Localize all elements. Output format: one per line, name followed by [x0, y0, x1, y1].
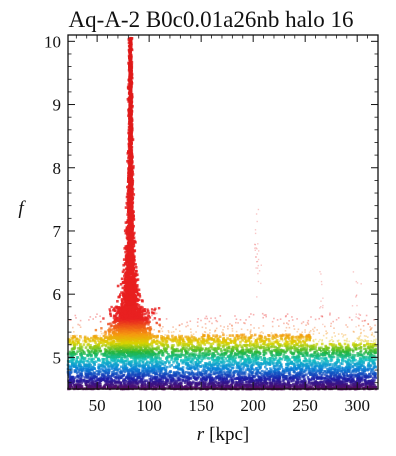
y-tick-label: 8 [53, 159, 62, 178]
x-tick-label: 150 [188, 396, 214, 415]
y-tick-label: 10 [44, 32, 61, 51]
plot-frame [67, 34, 379, 390]
x-tick-label: 100 [136, 396, 162, 415]
y-tick-label: 5 [53, 348, 62, 367]
x-axis-unit: [kpc] [209, 424, 249, 445]
scatter-points [66, 36, 378, 391]
y-tick-label: 7 [53, 222, 62, 241]
x-axis-label: r [kpc] [197, 424, 250, 445]
y-axis-label: f [18, 198, 26, 219]
x-axis: 50 100 150 200 250 300 [75, 35, 379, 415]
x-tick-label: 200 [240, 396, 266, 415]
y-axis: 5 6 7 8 9 10 [44, 32, 378, 384]
x-tick-label: 250 [292, 396, 318, 415]
x-tick-label: 300 [344, 396, 370, 415]
y-tick-label: 9 [53, 96, 62, 115]
y-tick-label: 6 [53, 285, 62, 304]
x-axis-symbol: r [197, 424, 205, 445]
chart-title: Aq-A-2 B0c0.01a26nb halo 16 [69, 7, 354, 32]
x-tick-label: 50 [89, 396, 106, 415]
